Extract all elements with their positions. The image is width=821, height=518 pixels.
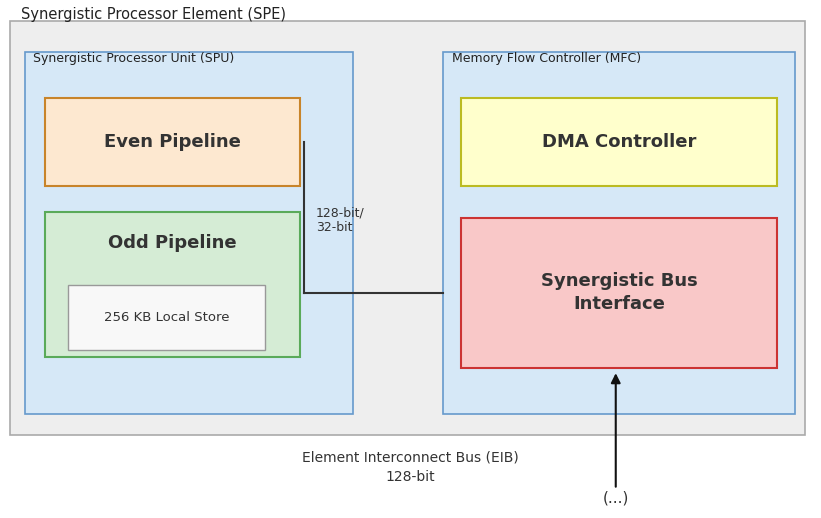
FancyBboxPatch shape (25, 52, 353, 414)
Text: Element Interconnect Bus (EIB)
128-bit: Element Interconnect Bus (EIB) 128-bit (302, 451, 519, 484)
FancyBboxPatch shape (443, 52, 795, 414)
FancyBboxPatch shape (68, 285, 265, 350)
FancyBboxPatch shape (45, 212, 300, 357)
FancyBboxPatch shape (461, 98, 777, 186)
Text: Even Pipeline: Even Pipeline (104, 134, 241, 151)
Text: Synergistic Bus
Interface: Synergistic Bus Interface (541, 272, 698, 313)
Text: DMA Controller: DMA Controller (542, 134, 697, 151)
Text: Memory Flow Controller (MFC): Memory Flow Controller (MFC) (452, 52, 640, 65)
FancyBboxPatch shape (10, 21, 805, 435)
FancyBboxPatch shape (461, 218, 777, 368)
Text: 128-bit/
32-bit: 128-bit/ 32-bit (316, 206, 365, 234)
FancyBboxPatch shape (45, 98, 300, 186)
Text: (...): (...) (603, 490, 629, 505)
Text: Synergistic Processor Element (SPE): Synergistic Processor Element (SPE) (21, 7, 286, 22)
Text: Synergistic Processor Unit (SPU): Synergistic Processor Unit (SPU) (33, 52, 234, 65)
Text: 256 KB Local Store: 256 KB Local Store (104, 311, 229, 324)
Text: Odd Pipeline: Odd Pipeline (108, 235, 236, 252)
